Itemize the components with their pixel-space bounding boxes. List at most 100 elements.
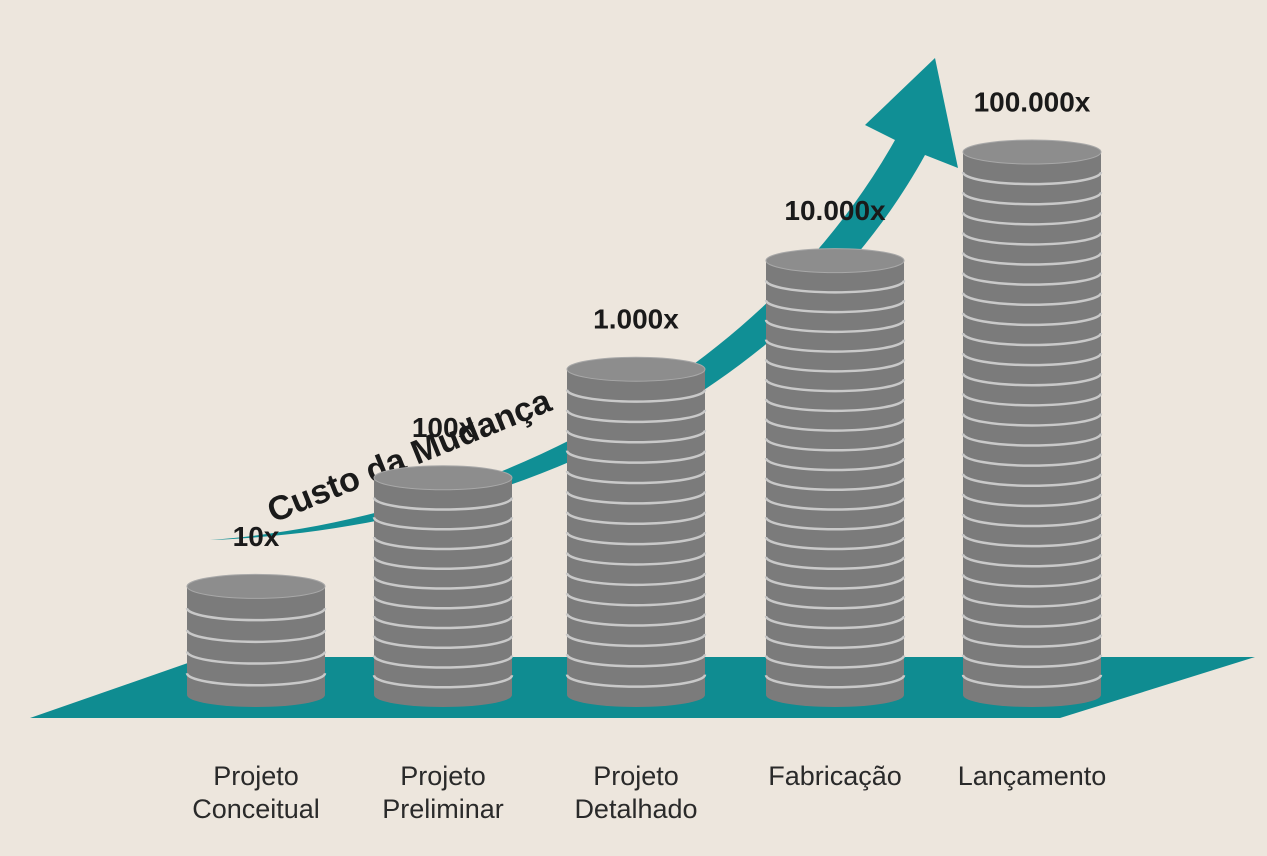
category-label: Fabricação <box>768 761 902 791</box>
coin-stack <box>372 465 514 707</box>
coin-edge <box>764 280 906 294</box>
coin-edge <box>185 607 327 622</box>
coin-edge <box>372 516 514 531</box>
coin-edge <box>764 418 906 432</box>
value-label: 100x <box>412 412 475 443</box>
coin-edge <box>764 595 906 610</box>
stack-top <box>962 139 1102 165</box>
coin-edge <box>764 299 906 314</box>
coin-edge <box>961 453 1103 467</box>
coin-edge <box>961 372 1103 387</box>
coin-edge <box>961 574 1103 588</box>
coin-edge <box>764 319 906 334</box>
stack-side <box>963 152 1101 695</box>
stack-bottom <box>567 683 705 707</box>
stack-bottom <box>766 683 904 707</box>
coin-edge <box>961 232 1103 246</box>
coin-edge <box>764 536 906 551</box>
coin-edge <box>764 497 906 511</box>
coin-edge <box>565 470 707 485</box>
coin-edge <box>372 635 514 650</box>
category-label: Projeto Conceitual <box>192 761 320 824</box>
stack-top <box>186 573 326 599</box>
coin-edge <box>764 457 906 472</box>
coin-edge <box>764 339 906 353</box>
coin-edge <box>961 171 1103 186</box>
coin-edge <box>961 292 1103 307</box>
value-label: 10.000x <box>784 195 886 226</box>
stack-bottom <box>187 683 325 707</box>
coin-edge <box>372 576 514 590</box>
coin-edge <box>372 615 514 630</box>
coin-edge <box>961 493 1103 508</box>
coin-edge <box>372 595 514 610</box>
coin-edge <box>961 413 1103 427</box>
coin-edge <box>961 674 1103 689</box>
coin-edge <box>565 429 707 444</box>
coin-edge <box>961 654 1103 669</box>
coin-edge <box>764 615 906 630</box>
stack-bottom <box>963 683 1101 707</box>
coin-edge <box>372 497 514 511</box>
coin-edge <box>372 655 514 669</box>
value-label: 1.000x <box>593 304 679 335</box>
coin-edge <box>961 433 1103 447</box>
coin-edge <box>961 513 1103 528</box>
category-label: Projeto Detalhado <box>574 761 698 824</box>
category-label: Projeto Preliminar <box>382 761 504 824</box>
coin-edge <box>961 553 1103 568</box>
coin-edge <box>764 398 906 413</box>
coin-edge <box>565 572 707 587</box>
coin-edge <box>764 655 906 669</box>
coin-edge <box>961 312 1103 327</box>
coin-edge <box>565 633 707 648</box>
coin-edge <box>961 634 1103 648</box>
coin-edge <box>565 491 707 505</box>
coin-edge <box>185 672 327 687</box>
coin-edge <box>372 556 514 571</box>
coin-stack <box>764 248 906 707</box>
coin-edge <box>565 450 707 464</box>
coin-edge <box>961 212 1103 226</box>
coin-edge <box>764 378 906 393</box>
coin-edge <box>961 272 1103 286</box>
coin-edge <box>764 359 906 373</box>
stack-top <box>765 248 905 274</box>
coin-edge <box>961 252 1103 266</box>
coin-edge <box>764 674 906 689</box>
coin-edge <box>961 594 1103 608</box>
coin-edge <box>961 614 1103 628</box>
stacks <box>185 139 1103 707</box>
value-label: 100.000x <box>974 86 1091 117</box>
stack-side <box>567 369 705 695</box>
coin-edge <box>764 576 906 590</box>
coin-edge <box>961 473 1103 488</box>
stack-bottom <box>374 683 512 707</box>
coin-edge <box>565 592 707 607</box>
coin-edge <box>961 332 1103 347</box>
coin-edge <box>185 629 327 644</box>
coin-edge <box>565 511 707 525</box>
stack-top <box>566 356 706 382</box>
coin-edge <box>764 437 906 452</box>
coin-edge <box>565 552 707 566</box>
coin-edge <box>961 393 1103 407</box>
coin-edge <box>372 536 514 551</box>
coin-stack <box>565 356 707 707</box>
coin-edge <box>565 674 707 688</box>
coin-edge <box>372 674 514 689</box>
coin-edge <box>764 477 906 492</box>
coin-edge <box>185 651 327 665</box>
category-label: Lançamento <box>957 761 1107 791</box>
coin-edge <box>565 653 707 668</box>
value-label: 10x <box>233 521 280 552</box>
coin-edge <box>565 531 707 546</box>
stack-side <box>766 260 904 695</box>
coin-edge <box>764 516 906 531</box>
coin-edge <box>565 613 707 627</box>
coin-edge <box>764 556 906 571</box>
coin-edge <box>961 352 1103 367</box>
coin-edge <box>961 191 1103 206</box>
